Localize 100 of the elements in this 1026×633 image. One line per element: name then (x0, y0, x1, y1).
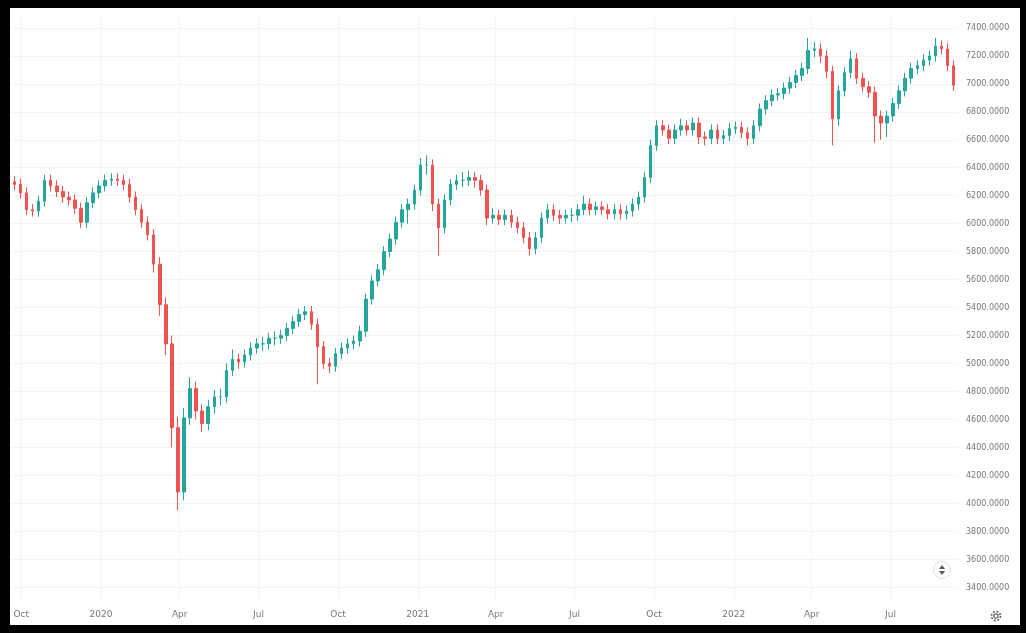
candlestick (637, 191, 640, 211)
candlestick (437, 197, 440, 257)
y-tick-label: 6600.0000 (966, 135, 1010, 145)
y-tick-label: 6000.0000 (966, 219, 1010, 229)
candlestick (522, 221, 525, 244)
candlestick (691, 116, 695, 137)
candlestick (19, 178, 22, 199)
candlestick (340, 341, 343, 360)
candlestick (503, 209, 507, 226)
candlestick (279, 329, 283, 345)
candlestick (570, 207, 574, 223)
candlestick (61, 185, 65, 204)
candlestick (625, 204, 628, 220)
candlestick (316, 318, 319, 385)
candlestick (546, 203, 549, 225)
y-tick-label: 4400.0000 (966, 442, 1010, 452)
candlestick (540, 211, 543, 244)
candlestick (152, 228, 155, 274)
candlestick (443, 193, 446, 234)
candlestick (649, 139, 652, 184)
candlestick (237, 353, 240, 370)
y-tick-label: 3600.0000 (966, 554, 1010, 564)
candlestick (516, 216, 519, 234)
candlestick (352, 334, 355, 350)
x-tick-label: Oct (330, 608, 347, 619)
candlestick (303, 305, 307, 321)
candlestick (146, 216, 149, 241)
x-tick-label: 2021 (406, 608, 430, 619)
candlestick (613, 203, 616, 220)
candlestick (922, 54, 925, 72)
y-tick-label: 5200.0000 (966, 330, 1010, 340)
candlestick (479, 174, 483, 197)
candlestick (388, 232, 392, 258)
candlestick (716, 123, 719, 145)
candlestick (370, 274, 374, 306)
candlestick (13, 175, 16, 191)
candlestick (261, 336, 265, 352)
x-tick-label: Jul (568, 608, 580, 619)
candlestick (200, 403, 204, 433)
candlestick (67, 191, 71, 206)
x-tick-label: Jul (884, 608, 896, 619)
candlestick (297, 308, 301, 328)
candlestick (406, 197, 410, 225)
candlestick (697, 116, 701, 145)
candlestick (825, 49, 828, 79)
candlestick (849, 49, 852, 79)
candlestick (588, 197, 592, 216)
candlestick (419, 157, 422, 197)
candlestick (891, 97, 895, 123)
candlestick (188, 376, 192, 426)
candlestick (243, 348, 246, 369)
candlestick (467, 170, 471, 187)
candlestick (285, 322, 289, 342)
x-tick-label: Jul (252, 608, 264, 619)
candlestick (837, 84, 840, 127)
candlestick (558, 209, 562, 225)
candlestick (73, 193, 77, 215)
candlestick (806, 37, 810, 75)
candlestick (576, 203, 580, 222)
candlestick (740, 121, 743, 139)
candlestick (606, 203, 610, 220)
candlestick (722, 129, 725, 145)
candlestick (703, 130, 707, 146)
candlestick (219, 388, 222, 406)
candlestick (752, 119, 755, 145)
x-tick-label: 2022 (722, 608, 746, 619)
candlestick (231, 348, 234, 377)
candlestick (940, 40, 943, 56)
candlestick (206, 399, 210, 431)
candlestick (455, 174, 458, 191)
y-tick-label: 4800.0000 (966, 386, 1010, 396)
candlestick (37, 195, 40, 218)
candlestick (673, 123, 677, 145)
candlestick (909, 62, 913, 85)
candlestick (358, 325, 362, 348)
candlestick (267, 332, 271, 350)
candlestick (55, 179, 59, 198)
candlestick (322, 340, 325, 370)
candlestick (134, 191, 137, 216)
candlestick (916, 59, 919, 75)
candlestick (934, 37, 937, 63)
candlestick (328, 357, 331, 374)
candlestick (140, 203, 143, 229)
x-tick-label: 2020 (89, 608, 113, 619)
candlestick (879, 109, 883, 141)
candlestick (394, 216, 398, 246)
y-tick-label: 6400.0000 (966, 163, 1010, 173)
y-tick-label: 5600.0000 (966, 275, 1010, 285)
candlestick (885, 109, 889, 138)
x-tick-label: Oct (646, 608, 663, 619)
candlestick (491, 207, 495, 225)
candlestick (249, 341, 252, 362)
candlestick (946, 42, 949, 72)
candlestick (364, 293, 368, 338)
y-tick-label: 5400.0000 (966, 303, 1010, 312)
y-tick-label: 3400.0000 (966, 582, 1010, 592)
candlestick (564, 209, 568, 225)
candlestick (382, 245, 386, 276)
candlestick (758, 102, 762, 132)
candlestick (79, 202, 83, 229)
